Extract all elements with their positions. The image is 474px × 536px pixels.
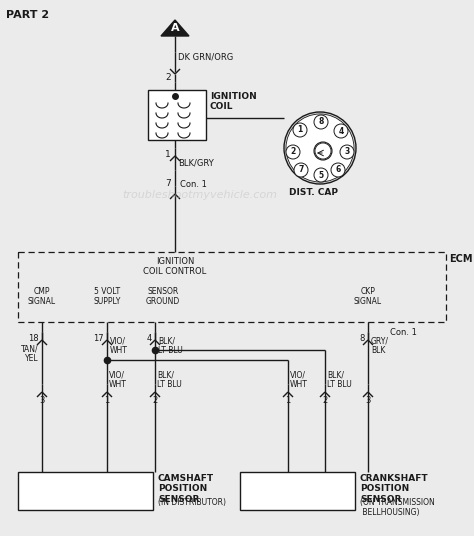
Circle shape: [340, 145, 354, 159]
Text: BLK/GRY: BLK/GRY: [178, 158, 214, 167]
Text: TAN/
YEL: TAN/ YEL: [21, 344, 39, 363]
Text: BLK/
LT BLU: BLK/ LT BLU: [157, 370, 182, 389]
Text: 7: 7: [165, 180, 171, 189]
Text: PART 2: PART 2: [6, 10, 49, 20]
Text: IGNITION
COIL: IGNITION COIL: [210, 92, 257, 111]
Text: DK GRN/ORG: DK GRN/ORG: [178, 53, 233, 62]
Text: 7: 7: [298, 166, 304, 175]
Text: 8: 8: [319, 117, 324, 126]
Text: ECM: ECM: [449, 254, 473, 264]
Text: Con. 1: Con. 1: [180, 180, 207, 189]
Text: CMP
SIGNAL: CMP SIGNAL: [28, 287, 56, 307]
Text: 17: 17: [93, 334, 104, 343]
Text: 2: 2: [152, 396, 158, 405]
Text: CAMSHAFT
POSITION
SENSOR: CAMSHAFT POSITION SENSOR: [158, 474, 214, 504]
Text: 1: 1: [104, 396, 109, 405]
Text: 3: 3: [39, 396, 45, 405]
Text: 18: 18: [28, 334, 39, 343]
Bar: [148, 90, 206, 140]
Text: Con. 1: Con. 1: [390, 328, 417, 337]
Text: 4: 4: [338, 126, 344, 136]
Text: 2: 2: [165, 73, 171, 82]
Bar: [18, 252, 446, 322]
Text: 1: 1: [285, 396, 291, 405]
Text: SENSOR
GROUND: SENSOR GROUND: [146, 287, 180, 307]
Text: 3: 3: [365, 396, 371, 405]
Text: DIST. CAP: DIST. CAP: [289, 188, 338, 197]
Text: troubleshootmyvehicle.com: troubleshootmyvehicle.com: [122, 190, 277, 200]
Circle shape: [314, 168, 328, 182]
Circle shape: [293, 123, 307, 137]
Text: 5 VOLT
SUPPLY: 5 VOLT SUPPLY: [93, 287, 121, 307]
Bar: [18, 472, 153, 510]
Circle shape: [334, 124, 348, 138]
Circle shape: [331, 163, 345, 177]
Text: VIO/
WHT: VIO/ WHT: [290, 370, 308, 389]
Circle shape: [286, 114, 354, 182]
Text: 6: 6: [336, 166, 341, 175]
Text: 8: 8: [360, 334, 365, 343]
Text: (ON TRANSMISSION
 BELLHOUSING): (ON TRANSMISSION BELLHOUSING): [360, 498, 435, 517]
Text: 3: 3: [345, 147, 350, 157]
Text: BLK/
LT BLU: BLK/ LT BLU: [158, 336, 183, 355]
Text: A: A: [171, 24, 179, 33]
Circle shape: [315, 143, 331, 159]
Text: GRY/
BLK: GRY/ BLK: [371, 336, 389, 355]
Text: 1: 1: [297, 125, 302, 135]
Text: VIO/
WHT: VIO/ WHT: [110, 336, 128, 355]
Bar: [240, 472, 355, 510]
Circle shape: [294, 163, 308, 177]
Text: IGNITION
COIL CONTROL: IGNITION COIL CONTROL: [143, 257, 207, 277]
Circle shape: [314, 115, 328, 129]
Circle shape: [314, 142, 332, 160]
Circle shape: [286, 145, 300, 159]
Text: CRANKSHAFT
POSITION
SENSOR: CRANKSHAFT POSITION SENSOR: [360, 474, 428, 504]
Polygon shape: [161, 20, 189, 36]
Text: 4: 4: [147, 334, 152, 343]
Text: BLK/
LT BLU: BLK/ LT BLU: [327, 370, 352, 389]
Text: VIO/
WHT: VIO/ WHT: [109, 370, 127, 389]
Text: 2: 2: [322, 396, 328, 405]
Text: 2: 2: [291, 147, 296, 157]
Circle shape: [284, 112, 356, 184]
Text: 5: 5: [319, 170, 324, 180]
Text: (IN DISTRIBUTOR): (IN DISTRIBUTOR): [158, 498, 226, 507]
Text: CKP
SIGNAL: CKP SIGNAL: [354, 287, 382, 307]
Text: 1: 1: [165, 150, 171, 159]
